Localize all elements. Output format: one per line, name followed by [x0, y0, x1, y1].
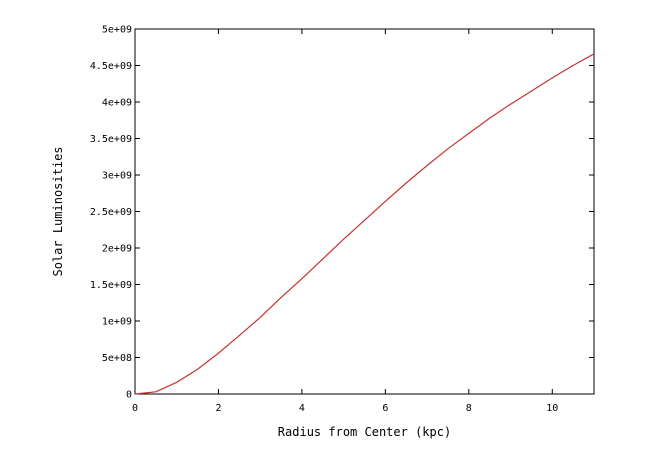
y-axis-label: Solar Luminosities [51, 146, 65, 276]
y-tick-label: 5e+09 [102, 25, 132, 36]
x-axis: 0 2 4 6 8 10 [132, 29, 558, 414]
x-tick-label: 6 [382, 403, 388, 414]
x-tick-label: 8 [466, 403, 472, 414]
y-tick-label: 1e+09 [102, 317, 132, 328]
x-axis-label: Radius from Center (kpc) [278, 425, 451, 439]
y-tick-label: 3e+09 [102, 171, 132, 182]
y-tick-label: 3.5e+09 [90, 134, 132, 145]
y-tick-label: 1.5e+09 [90, 280, 132, 291]
x-tick-label: 10 [546, 403, 558, 414]
y-tick-label: 4.5e+09 [90, 61, 132, 72]
y-tick-label: 5e+08 [102, 353, 132, 364]
series-line [134, 53, 595, 395]
y-tick-label: 2.5e+09 [90, 207, 132, 218]
x-tick-label: 2 [215, 403, 221, 414]
y-tick-label: 4e+09 [102, 98, 132, 109]
y-axis: 0 5e+08 1e+09 1.5e+09 2e+09 2.5e+09 3e+09 3.5e+… [90, 25, 594, 401]
y-tick-label: 0 [126, 390, 132, 401]
x-tick-label: 0 [132, 403, 138, 414]
y-tick-label: 2e+09 [102, 244, 132, 255]
x-tick-label: 4 [299, 403, 305, 414]
plot-frame [134, 28, 595, 395]
